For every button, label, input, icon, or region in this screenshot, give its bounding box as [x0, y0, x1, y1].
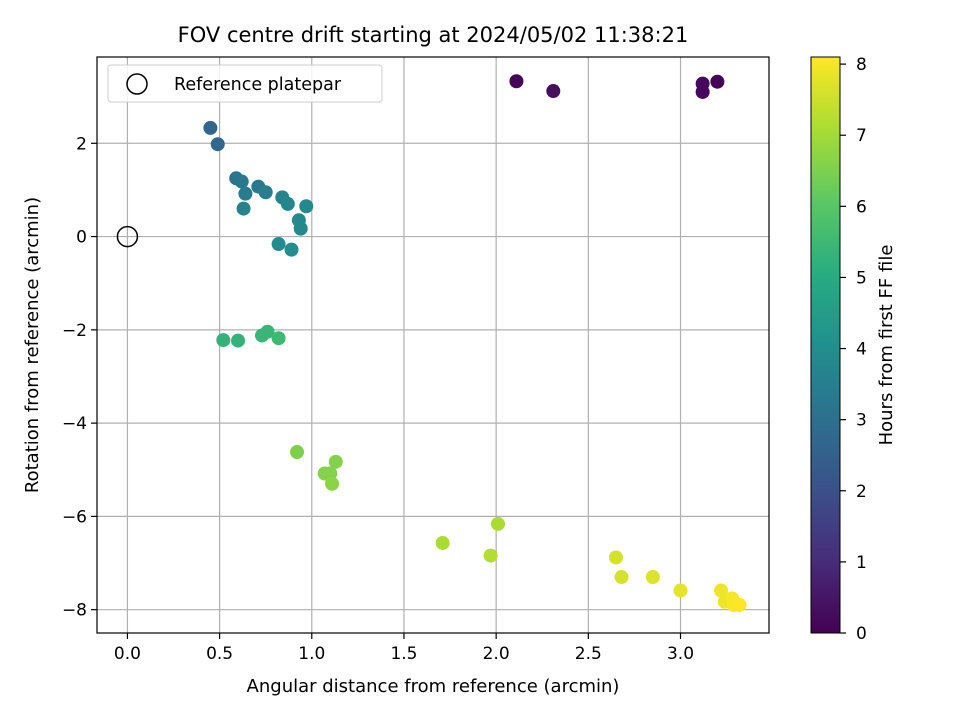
data-point	[271, 331, 286, 346]
data-point	[216, 333, 231, 348]
data-point	[231, 333, 246, 348]
colorbar-tick-label: 0	[856, 624, 867, 644]
x-tick-label: 1.0	[298, 644, 325, 664]
y-tick-label: 2	[76, 134, 87, 154]
data-point	[284, 242, 299, 257]
y-tick-label: −4	[62, 414, 87, 434]
data-point	[299, 199, 314, 214]
data-point	[710, 74, 725, 89]
colorbar-tick-label: 1	[856, 553, 867, 573]
colorbar-tick-label: 3	[856, 411, 867, 431]
legend: Reference platepar	[107, 64, 383, 103]
plot-frame	[96, 56, 770, 634]
y-tick-label: −2	[62, 321, 87, 341]
x-axis-label: Angular distance from reference (arcmin)	[247, 676, 620, 697]
data-point	[203, 120, 218, 135]
data-point	[614, 570, 629, 585]
x-axis-ticks: 0.0 0.5 1.0 1.5 2.0 2.5 3.0	[114, 633, 694, 664]
data-point	[608, 550, 623, 565]
data-point	[210, 137, 225, 152]
y-axis-ticks: −8 −6 −4 −2 0 2	[62, 134, 97, 621]
colorbar-tick-label: 6	[856, 197, 867, 217]
data-point	[236, 201, 251, 216]
data-point	[714, 583, 729, 598]
x-tick-label: 2.0	[483, 644, 510, 664]
legend-marker	[126, 73, 148, 95]
x-tick-label: 0.0	[114, 644, 141, 664]
x-tick-label: 3.0	[667, 644, 694, 664]
colorbar-tick-label: 7	[856, 126, 867, 146]
x-tick-label: 2.5	[575, 644, 602, 664]
data-point	[280, 196, 295, 211]
colorbar	[810, 56, 841, 634]
data-point	[325, 476, 340, 491]
y-tick-label: −6	[62, 507, 87, 527]
y-tick-label: −8	[62, 601, 87, 621]
grid	[97, 57, 769, 633]
data-point	[238, 186, 253, 201]
legend-box	[107, 64, 383, 103]
colorbar-ticks: 0 1 2 3 4 5 6 7 8	[840, 55, 867, 644]
colorbar-label: Hours from first FF file	[876, 245, 897, 446]
data-point	[509, 74, 524, 89]
x-tick-label: 0.5	[206, 644, 233, 664]
y-axis-label: Rotation from reference (arcmin)	[22, 197, 43, 493]
data-point	[293, 221, 308, 236]
colorbar-tick-label: 2	[856, 482, 867, 502]
scatter-points	[203, 74, 747, 613]
data-point	[645, 570, 660, 585]
chart-title: FOV centre drift starting at 2024/05/02 …	[178, 23, 689, 47]
colorbar-tick-label: 4	[856, 340, 867, 360]
data-point	[234, 174, 249, 189]
colorbar-tick-label: 5	[856, 268, 867, 288]
data-point	[673, 583, 688, 598]
data-point	[435, 535, 450, 550]
data-point	[328, 454, 343, 469]
data-point	[490, 516, 505, 531]
data-point	[271, 237, 286, 252]
reference-platepar-marker	[116, 225, 139, 248]
data-point	[258, 185, 273, 200]
data-point	[732, 598, 747, 613]
data-point	[483, 548, 498, 563]
data-point	[290, 445, 305, 460]
colorbar-tick-label: 8	[856, 55, 867, 75]
legend-entry-reference: Reference platepar	[174, 75, 342, 95]
y-tick-label: 0	[76, 228, 87, 248]
data-point	[546, 84, 561, 99]
data-point	[260, 324, 275, 339]
data-point	[695, 84, 710, 99]
x-tick-label: 1.5	[390, 644, 417, 664]
